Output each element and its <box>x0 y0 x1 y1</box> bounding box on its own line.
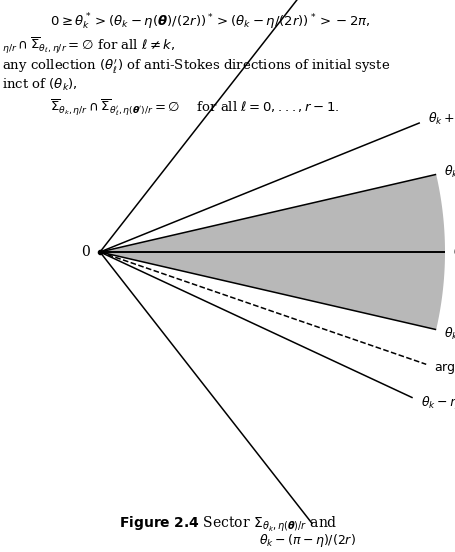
Text: $\theta_k - \eta/(2r)$: $\theta_k - \eta/(2r)$ <box>420 394 455 411</box>
Text: inct of $(\theta_k),$: inct of $(\theta_k),$ <box>2 77 78 93</box>
Text: $\theta_k - (\pi - \eta)/(2r)$: $\theta_k - (\pi - \eta)/(2r)$ <box>258 532 355 549</box>
Text: $0 \geq \theta_k^* > (\theta_k - \eta(\boldsymbol{\theta})/(2r))^* > (\theta_k -: $0 \geq \theta_k^* > (\theta_k - \eta(\b… <box>50 12 370 33</box>
Text: 0: 0 <box>81 245 90 259</box>
Polygon shape <box>100 174 444 330</box>
Text: $\mathrm{arg}(x)$: $\mathrm{arg}(x)$ <box>433 359 455 376</box>
Text: $\mathbf{Figure\ 2.4}$ Sector $\Sigma_{\theta_k,\eta(\boldsymbol{\theta})/r}$ an: $\mathbf{Figure\ 2.4}$ Sector $\Sigma_{\… <box>118 514 337 534</box>
Text: any collection $(\theta_\ell^\prime)$ of anti-Stokes directions of initial syste: any collection $(\theta_\ell^\prime)$ of… <box>2 58 389 76</box>
Text: $\overline{\Sigma}_{\theta_k,\eta/r} \cap \overline{\Sigma}_{\theta_\ell^\prime,: $\overline{\Sigma}_{\theta_k,\eta/r} \ca… <box>50 97 339 118</box>
Text: $\theta_k$: $\theta_k$ <box>452 244 455 260</box>
Text: $\theta_k + \eta(\boldsymbol{\theta})/(2r)$: $\theta_k + \eta(\boldsymbol{\theta})/(2… <box>443 163 455 180</box>
Text: $_{\eta/r} \cap \overline{\Sigma}_{\theta_\ell,\eta/r} = \emptyset$ for all $\el: $_{\eta/r} \cap \overline{\Sigma}_{\thet… <box>2 36 175 56</box>
Text: $\theta_k + \eta/(2r)$: $\theta_k + \eta/(2r)$ <box>427 110 455 128</box>
Text: $\theta_k - \eta(\boldsymbol{\theta})/(2r)$: $\theta_k - \eta(\boldsymbol{\theta})/(2… <box>443 325 455 342</box>
